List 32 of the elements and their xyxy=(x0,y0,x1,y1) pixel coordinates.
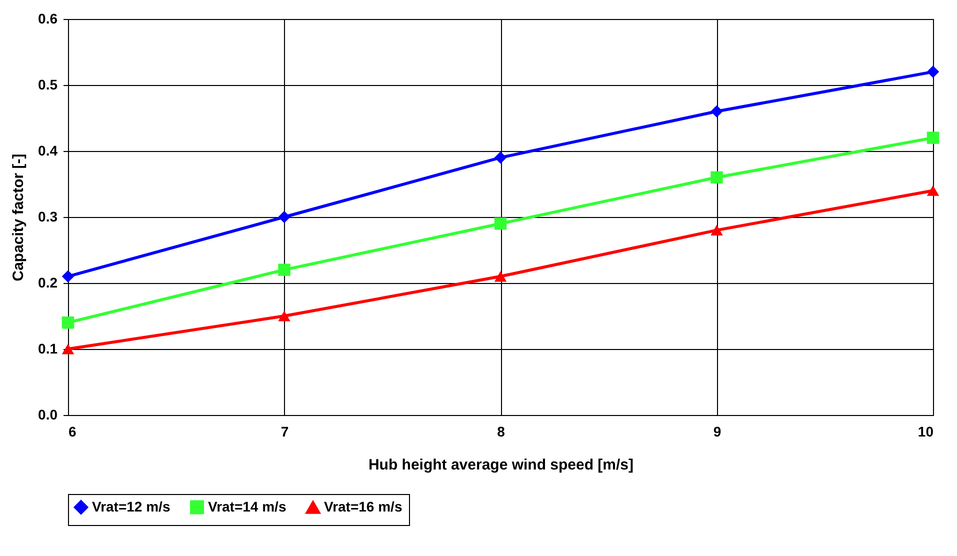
x-tick-label: 6 xyxy=(68,424,76,440)
legend-label: Vrat=16 m/s xyxy=(324,498,402,515)
point xyxy=(710,171,723,184)
point xyxy=(278,310,290,322)
point xyxy=(710,224,723,236)
point xyxy=(494,217,507,230)
legend-label: Vrat=12 m/s xyxy=(92,498,170,514)
legend-label: Vrat=14 m/s xyxy=(208,498,286,514)
point xyxy=(62,344,74,354)
y-tick-label: 0.2 xyxy=(38,274,58,290)
point xyxy=(62,316,74,329)
y-tick-label: 0.4 xyxy=(38,142,58,158)
x-tick-label: 7 xyxy=(280,424,289,440)
y-tick-label: 0.6 xyxy=(38,10,58,26)
point xyxy=(494,151,507,164)
y-tick-label: 0.1 xyxy=(38,340,58,356)
y-tick-label: 0.0 xyxy=(38,406,58,422)
x-tick-label: 9 xyxy=(713,424,722,440)
point xyxy=(926,132,940,144)
point xyxy=(278,264,290,276)
point xyxy=(710,105,723,118)
x-tick-label: 8 xyxy=(497,424,506,440)
point xyxy=(926,185,940,196)
x-axis-title: Hub height average wind speed [m/s] xyxy=(368,456,634,474)
x-tick-label: 10 xyxy=(918,424,934,440)
point xyxy=(494,271,507,282)
y-tick-label: 0.3 xyxy=(38,208,58,224)
point xyxy=(62,270,74,283)
point xyxy=(278,210,290,224)
y-tick-label: 0.5 xyxy=(38,76,58,92)
point xyxy=(926,66,940,78)
y-axis-title: Capacity factor [-] xyxy=(10,154,28,282)
